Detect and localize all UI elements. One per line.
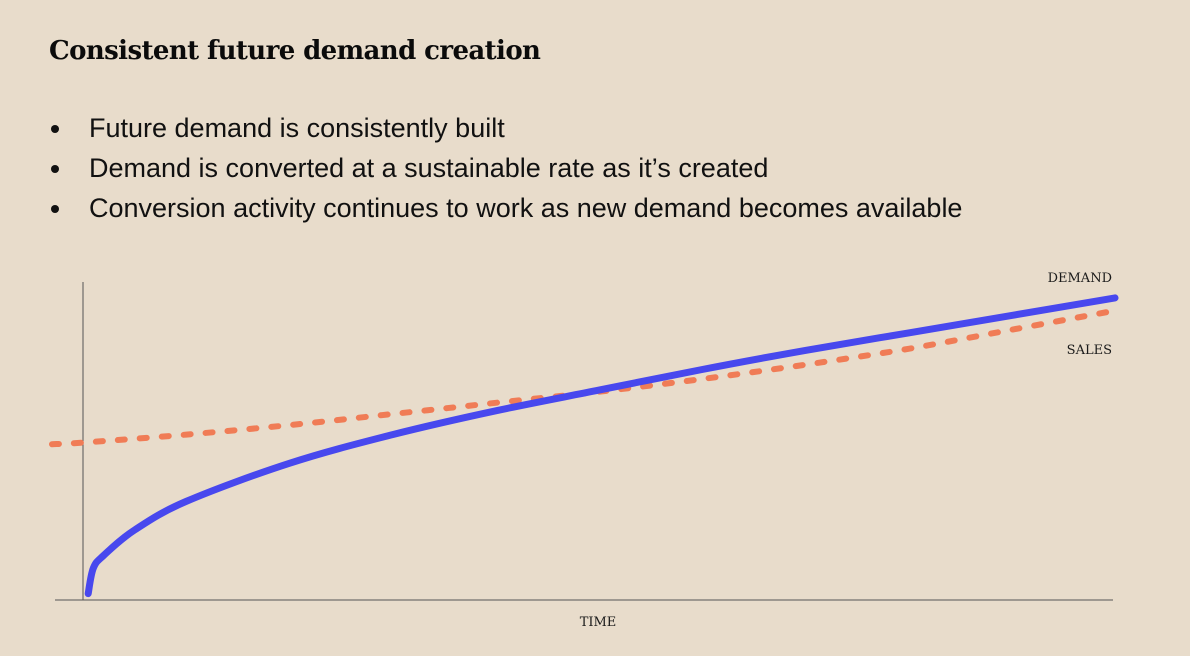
slide-title: Consistent future demand creation	[49, 36, 541, 66]
bullet-text: Future demand is consistently built	[89, 113, 505, 143]
bullet-dot-icon	[51, 165, 59, 173]
bullet-dot-icon	[51, 205, 59, 213]
legend-label-sales: SALES	[1067, 343, 1112, 358]
bullet-text: Conversion activity continues to work as…	[89, 193, 963, 223]
series-layer	[49, 294, 1119, 598]
bullet-item: Conversion activity continues to work as…	[49, 188, 962, 228]
series-line-demand	[49, 307, 1118, 448]
bullet-item: Future demand is consistently built	[49, 108, 962, 148]
x-axis-label: TIME	[580, 615, 617, 630]
bullet-text: Demand is converted at a sustainable rat…	[89, 153, 769, 183]
bullet-dot-icon	[51, 125, 59, 133]
bullet-item: Demand is converted at a sustainable rat…	[49, 148, 962, 188]
series-line-sales	[84, 294, 1119, 598]
legend-label-demand: DEMAND	[1048, 271, 1112, 286]
bullet-list: Future demand is consistently built Dema…	[49, 108, 962, 228]
